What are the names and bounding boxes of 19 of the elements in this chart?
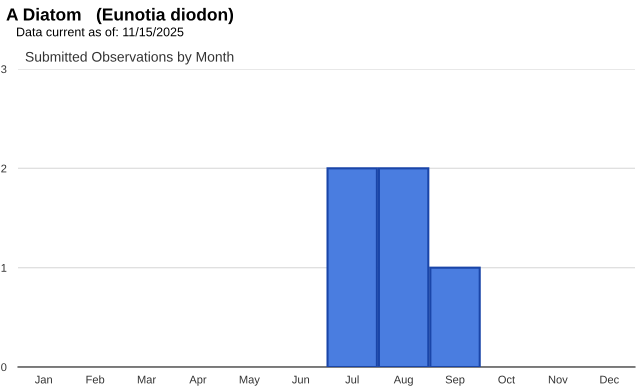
x-tick-label: Jul [345,375,359,384]
x-tick-label: Mar [138,376,156,384]
text: Submitted Observations by Month [26,52,234,64]
x-tick-label: Dec [600,376,619,384]
x-tick-label: Nov [548,376,568,384]
x-tick-label: Jun [292,376,310,384]
x-tick-label: Sep [446,376,464,386]
x-tick-label: Feb [86,375,104,384]
x-tick-label: Apr [189,376,206,386]
y-tick-label: 0 [1,363,6,372]
chart-subtitle: Data current as of: 11/15/2025 [17,27,184,36]
y-tick-label: 2 [1,164,6,172]
x-tick-label: Aug [394,376,413,386]
y-tick-label: 1 [2,264,6,272]
chart-title: A Diatom (Eunotia diodon) [6,8,234,24]
x-tick-label: Oct [498,376,516,384]
x-tick-label: May [240,376,260,386]
x-tick-label: Jan [34,376,52,384]
y-tick-label: 3 [1,65,6,74]
